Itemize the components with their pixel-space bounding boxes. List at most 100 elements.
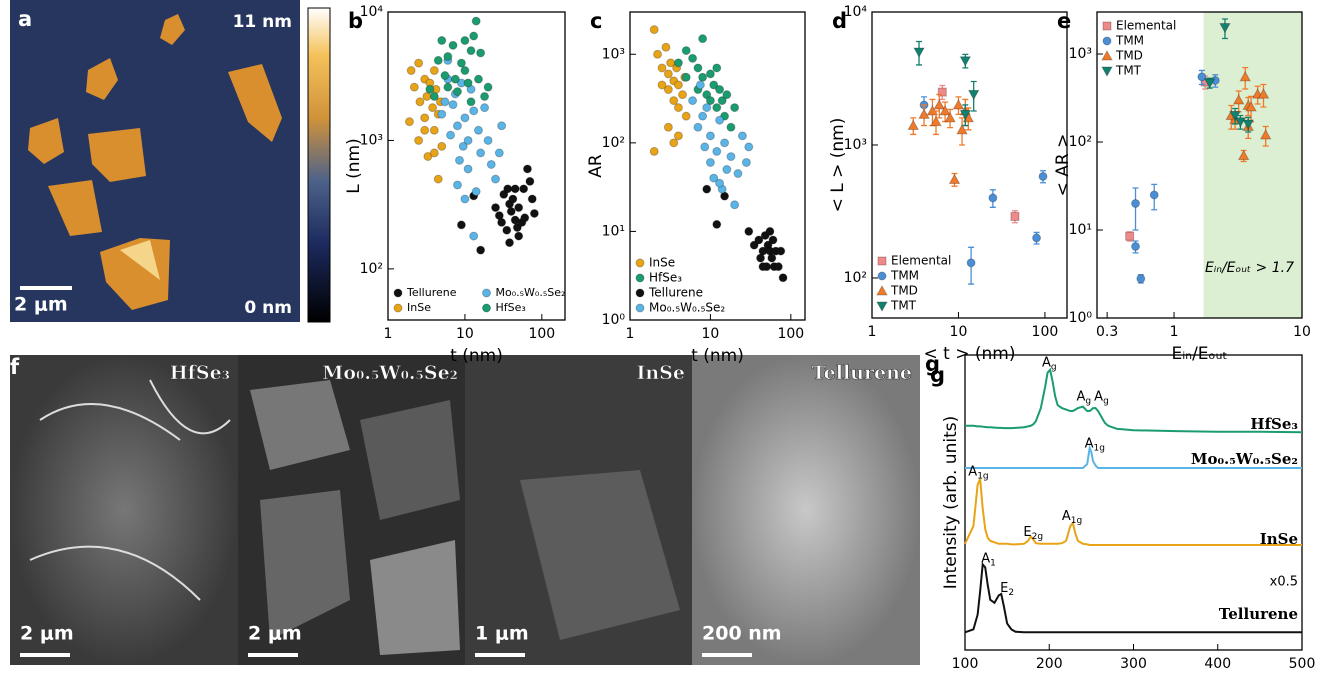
marker xyxy=(907,119,920,131)
legend-marker xyxy=(1101,49,1113,61)
peak-label: Ag xyxy=(1042,355,1057,372)
spectrum-line xyxy=(965,444,1302,469)
marker xyxy=(480,103,490,113)
marker xyxy=(508,194,518,204)
spectrum-line xyxy=(964,478,1302,546)
y-tick-label: 10² xyxy=(1069,134,1092,150)
marker xyxy=(688,53,698,63)
marker xyxy=(1232,93,1245,105)
marker xyxy=(913,47,925,59)
marker xyxy=(712,219,722,229)
scale-label: 2 μm xyxy=(248,623,302,645)
y-tick-label: 10⁴ xyxy=(844,4,868,20)
x-tick-label: 10 xyxy=(950,324,968,340)
x-axis-label: t (nm) xyxy=(691,346,744,366)
marker xyxy=(443,82,453,92)
marker xyxy=(437,141,447,151)
legend-marker xyxy=(635,288,645,298)
x-tick-label: 10 xyxy=(456,326,474,342)
marker xyxy=(776,246,786,256)
marker xyxy=(471,16,481,26)
marker xyxy=(466,97,476,107)
peak-label-sub: 1g xyxy=(1071,515,1082,525)
marker xyxy=(1197,72,1207,82)
legend-label: TMM xyxy=(890,269,919,283)
plot-frame xyxy=(629,11,806,321)
marker xyxy=(693,122,703,132)
marker xyxy=(709,80,719,90)
chart: e 0.3 1 10 10⁰ 10¹ 10² 10³ Eᵢₙ/Eₒᵤₜ < AR > Eᵢₙ/Eₒᵤ… xyxy=(1053,9,1311,364)
scale-label: 1 μm xyxy=(475,623,529,645)
y-tick-label: 10¹ xyxy=(602,223,625,239)
marker xyxy=(767,253,777,263)
y-tick-label: 10⁰ xyxy=(1069,310,1093,326)
marker xyxy=(527,194,537,204)
peak-label-sub: 1 xyxy=(990,558,996,568)
x-tick-label: 500 xyxy=(1289,656,1316,672)
marker xyxy=(448,40,458,50)
marker xyxy=(1038,171,1048,181)
marker xyxy=(702,90,712,100)
peak-label: A1g xyxy=(1062,508,1082,525)
marker xyxy=(688,96,698,106)
chart: b 1 10 100 10² 10³ 10⁴ t (nm) L (nm) Tellurene InS… xyxy=(344,4,566,366)
series-label: Mo₀.₅W₀.₅Se₂ xyxy=(1191,450,1298,468)
peak-label-main: A xyxy=(981,551,990,566)
marker xyxy=(423,151,433,161)
marker xyxy=(473,74,483,84)
peak-label: Ag xyxy=(1076,389,1091,406)
x-axis-label: t (nm) xyxy=(450,346,503,366)
marker xyxy=(705,96,715,106)
marker xyxy=(452,87,462,97)
x-tick-label: 10 xyxy=(1293,324,1311,340)
marker xyxy=(705,157,715,167)
legend-label: Mo₀.₅W₀.₅Se₂ xyxy=(496,286,566,299)
marker xyxy=(471,187,481,197)
marker xyxy=(469,106,479,116)
legend-marker xyxy=(482,288,491,298)
marker xyxy=(460,66,470,76)
marker xyxy=(446,130,456,140)
x-axis-label: < t > (nm) xyxy=(924,344,1016,364)
marker xyxy=(722,90,732,100)
y-tick-label: 10¹ xyxy=(1069,222,1092,238)
spectrum-line xyxy=(964,562,1302,634)
plot-frame xyxy=(1096,11,1303,319)
marker xyxy=(673,80,683,90)
marker xyxy=(702,103,712,113)
y-axis-label: < L > (nm) xyxy=(828,118,848,213)
marker xyxy=(705,69,715,79)
marker xyxy=(406,66,416,76)
marker xyxy=(663,69,673,79)
x-tick-label: 100 xyxy=(777,326,804,342)
peak-label-sub: 1g xyxy=(977,471,988,481)
x-tick-label: 300 xyxy=(1120,656,1147,672)
marker xyxy=(519,184,529,194)
image-label: InSe xyxy=(636,362,685,384)
marker xyxy=(452,180,462,190)
y-axis-label: < AR > xyxy=(1053,134,1073,197)
marker xyxy=(440,71,450,81)
marker xyxy=(494,148,504,158)
marker xyxy=(1259,128,1272,140)
marker xyxy=(463,164,473,174)
image-label: Tellurene xyxy=(812,362,912,384)
spectrum-line xyxy=(965,367,1303,434)
marker xyxy=(437,109,447,119)
legend-label: HfSe₃ xyxy=(649,271,682,285)
series-label: InSe xyxy=(1260,530,1298,548)
marker xyxy=(443,52,453,62)
marker xyxy=(429,91,439,101)
marker xyxy=(520,213,530,223)
panel-letter: f xyxy=(10,355,20,379)
marker xyxy=(733,169,743,179)
marker xyxy=(758,262,768,272)
marker xyxy=(661,42,671,52)
marker xyxy=(499,189,509,199)
peak-label-sub: 2g xyxy=(1032,532,1043,542)
marker xyxy=(749,240,759,250)
sem-images xyxy=(10,355,920,665)
scale-label: 2 μm xyxy=(20,623,74,645)
series-label: Tellurene xyxy=(1219,605,1298,623)
x-tick-label: 1 xyxy=(1170,324,1179,340)
